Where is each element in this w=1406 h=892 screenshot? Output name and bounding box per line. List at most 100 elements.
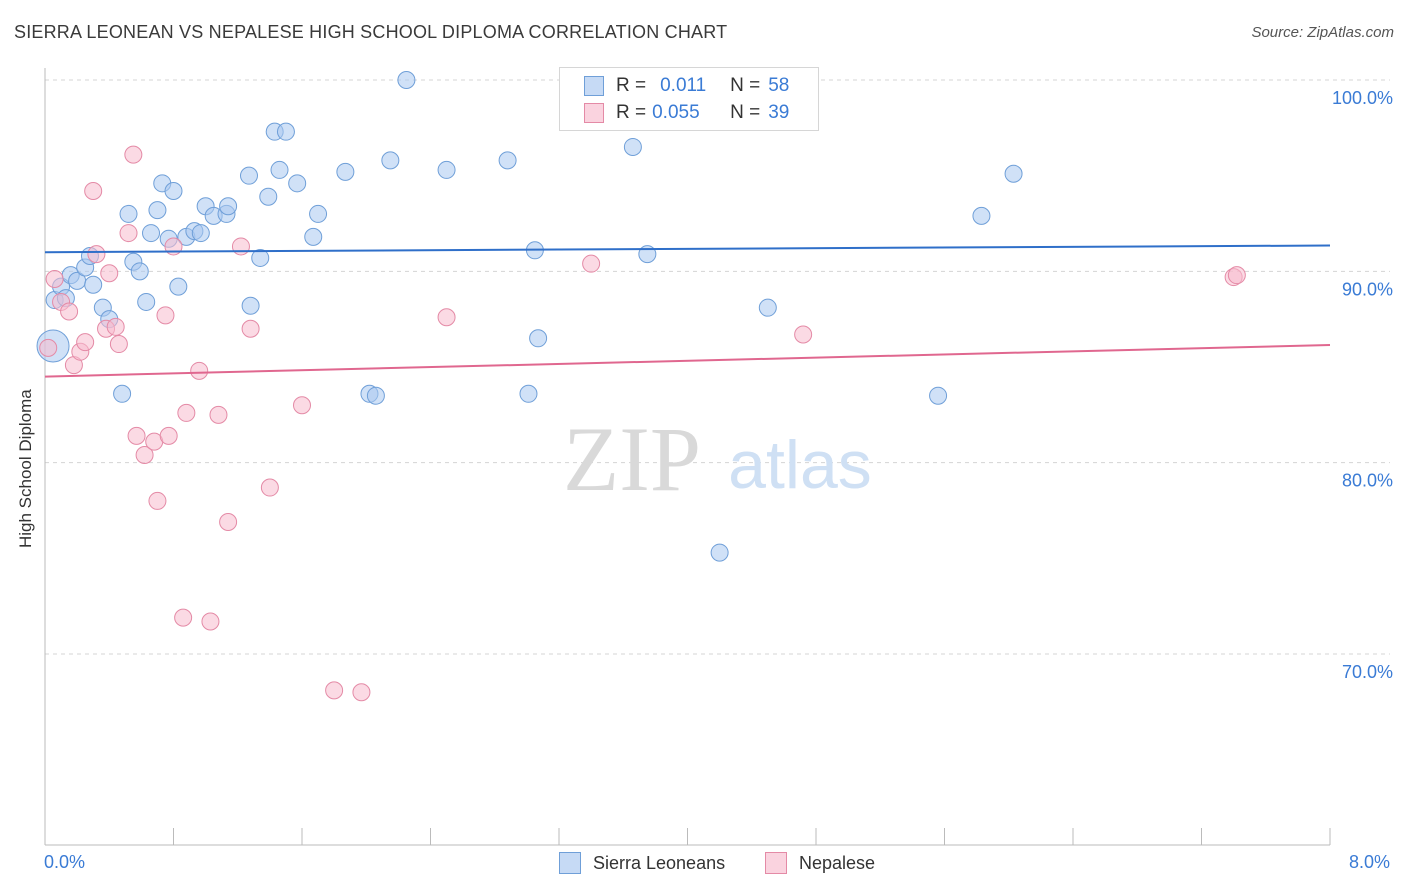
sierra-leonean-point <box>219 197 238 216</box>
nepalese-point <box>119 224 138 243</box>
nepalese-point <box>325 681 344 700</box>
axes <box>44 68 1331 846</box>
nepalese-point <box>60 302 79 321</box>
legend-r-value: 0.055 <box>652 102 700 123</box>
y-tick-labels: 100.0% 90.0% 80.0% 70.0% <box>1332 88 1393 682</box>
sierra-leonean-point <box>972 206 991 225</box>
y-axis-label-wrap: High School Diploma <box>16 389 36 748</box>
sierra-leonean-point <box>758 298 777 317</box>
legend-swatch-pink <box>584 103 604 123</box>
watermark-zip: ZIP <box>563 408 701 510</box>
sierra-leonean-point <box>929 386 948 405</box>
nepalese-point <box>201 612 220 631</box>
sierra-leonean-point <box>119 204 138 223</box>
nepalese-point <box>106 317 125 336</box>
nepalese-point <box>437 308 456 327</box>
legend-row-sierra-leoneans: R = 0.011 N = 58 <box>584 74 789 98</box>
nepalese-point <box>1227 266 1246 285</box>
nepalese-point <box>219 512 238 531</box>
legend-n-label: N = <box>730 75 761 96</box>
sierra-leonean-point <box>148 201 167 220</box>
legend-label: Nepalese <box>799 852 876 873</box>
nepalese-point <box>124 145 143 164</box>
legend-swatch-blue <box>559 852 581 874</box>
legend-item-sierra-leoneans: Sierra Leoneans <box>559 852 725 874</box>
sierra-leonean-point <box>437 160 456 179</box>
y-tick-label: 80.0% <box>1342 471 1393 491</box>
y-axis-label: High School Diploma <box>16 389 35 548</box>
sierra-leonean-point <box>137 292 156 311</box>
sierra-leonean-point <box>241 296 260 315</box>
nepalese-trend-line <box>44 343 1331 378</box>
sierra-leonean-point <box>113 384 132 403</box>
legend-n-value: 39 <box>768 102 790 123</box>
nepalese-point <box>84 181 103 200</box>
sierra-leonean-point <box>251 248 270 267</box>
x-axis-max-label: 8.0% <box>1349 852 1391 872</box>
sierra-leonean-point <box>259 187 278 206</box>
nepalese-point <box>190 361 209 380</box>
nepalese-point <box>231 237 250 256</box>
nepalese-point <box>109 335 128 354</box>
sierra-leonean-point <box>710 543 729 562</box>
sierra-leonean-point <box>142 224 161 243</box>
nepalese-point <box>174 608 193 627</box>
x-axis-min-label: 0.0% <box>44 852 86 872</box>
sierra-leonean-point <box>519 384 538 403</box>
sierra-leonean-trend-line <box>44 244 1331 254</box>
nepalese-point <box>209 405 228 424</box>
sierra-leonean-point <box>130 262 149 281</box>
nepalese-point <box>100 264 119 283</box>
nepalese-point <box>39 338 58 357</box>
sierra-leonean-point <box>288 174 307 193</box>
sierra-leonean-point <box>366 386 385 405</box>
nepalese-point <box>76 333 95 352</box>
sierra-leonean-point <box>270 160 289 179</box>
sierra-leonean-point <box>169 277 188 296</box>
nepalese-point <box>582 254 601 273</box>
legend-r-label: R = <box>616 75 647 96</box>
sierra-leonean-point <box>276 122 295 141</box>
data-points <box>36 71 1246 702</box>
legend-item-nepalese: Nepalese <box>765 852 875 874</box>
sierra-leonean-point <box>623 137 642 156</box>
nepalese-point <box>156 306 175 325</box>
nepalese-point <box>241 319 260 338</box>
sierra-leonean-point <box>336 162 355 181</box>
sierra-leonean-point <box>304 227 323 246</box>
nepalese-point <box>87 245 106 264</box>
nepalese-point <box>794 325 813 344</box>
legend-swatch-blue <box>584 76 604 96</box>
sierra-leonean-point <box>239 166 258 185</box>
nepalese-point <box>177 403 196 422</box>
correlation-legend: R = 0.011 N = 58 R = 0.055 N = 39 <box>559 67 819 131</box>
watermark-atlas: atlas <box>728 427 872 503</box>
nepalese-point <box>293 396 311 415</box>
legend-n-value: 58 <box>768 75 790 96</box>
nepalese-point <box>45 269 64 288</box>
y-tick-label: 100.0% <box>1332 88 1393 108</box>
nepalese-point <box>352 683 371 702</box>
sierra-leonean-point <box>381 151 400 170</box>
legend-label: Sierra Leoneans <box>593 852 726 873</box>
nepalese-point <box>260 478 279 497</box>
y-tick-label: 90.0% <box>1342 279 1393 299</box>
watermark: ZIP atlas <box>563 408 872 510</box>
sierra-leonean-point <box>1004 164 1023 183</box>
nepalese-point <box>127 426 146 445</box>
trend-lines <box>44 244 1331 378</box>
sierra-leonean-point <box>164 181 183 200</box>
chart-source: Source: ZipAtlas.com <box>1251 24 1394 41</box>
sierra-leonean-point <box>84 275 103 294</box>
sierra-leonean-point <box>191 224 210 243</box>
chart-title: SIERRA LEONEAN VS NEPALESE HIGH SCHOOL D… <box>14 22 728 42</box>
legend-r-label: R = <box>616 102 647 123</box>
nepalese-point <box>159 426 178 445</box>
sierra-leonean-point <box>498 151 517 170</box>
legend-swatch-pink <box>765 852 787 874</box>
nepalese-point <box>135 446 154 465</box>
legend-n-label: N = <box>730 102 761 123</box>
legend-row-nepalese: R = 0.055 N = 39 <box>584 101 789 125</box>
sierra-leonean-point <box>397 71 416 89</box>
